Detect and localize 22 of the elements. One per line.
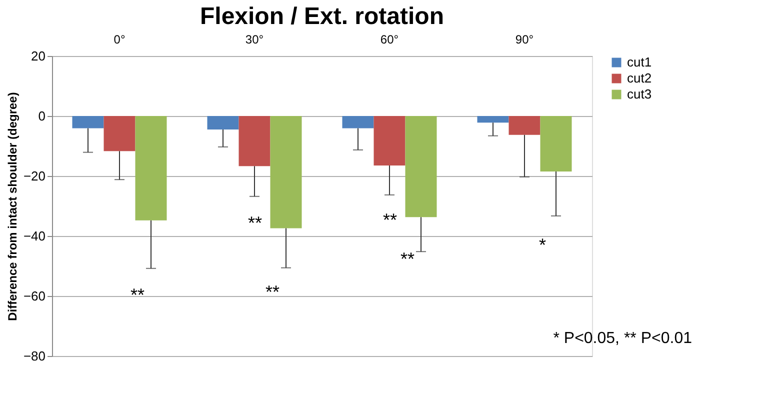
y-tick-label: −60	[23, 288, 46, 304]
x-tick-label: 0°	[114, 32, 126, 46]
y-tick-label: −40	[23, 228, 46, 244]
annotation: *	[538, 235, 546, 255]
x-tick-label: 90°	[515, 32, 534, 46]
x-tick-label: 60°	[380, 32, 399, 46]
x-tick-label: 30°	[245, 32, 264, 46]
y-axis-title: Difference from intact shoulder (degree)	[5, 92, 20, 321]
annotation: **	[382, 210, 398, 230]
chart-title: Flexion / Ext. rotation	[200, 3, 444, 30]
annotation: **	[400, 249, 415, 269]
legend-label: cut2	[627, 70, 652, 86]
annotation: **	[248, 213, 262, 233]
annotation: **	[130, 285, 145, 305]
annotation: * P<0.05, ** P<0.01	[553, 330, 692, 347]
y-tick-label: −80	[23, 348, 46, 364]
legend-label: cut3	[627, 86, 652, 102]
y-tick-label: 20	[31, 48, 46, 64]
y-tick-label: 0	[38, 108, 46, 124]
y-tick-label: −20	[23, 168, 46, 184]
legend-label: cut1	[627, 54, 652, 70]
annotation: **	[265, 282, 280, 302]
